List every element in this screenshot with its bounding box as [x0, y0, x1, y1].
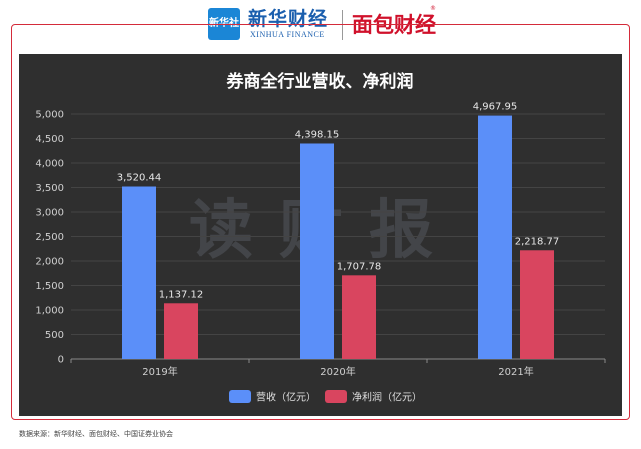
chart-panel: 读财报 券商全行业营收、净利润05001,0001,5002,0002,5003… [19, 54, 622, 416]
net-profit-bar [342, 275, 376, 359]
y-tick-label: 3,000 [35, 208, 64, 219]
mianbao-logo: 面包财经 [352, 13, 436, 37]
registered-mark: ® [430, 5, 436, 12]
y-tick-label: 500 [45, 330, 64, 341]
y-tick-label: 1,000 [35, 306, 64, 317]
x-tick-label: 2019年 [142, 365, 177, 378]
outer-frame [11, 24, 630, 420]
data-label: 4,967.95 [473, 102, 518, 113]
legend-label-net-profit: 净利润（亿元） [352, 391, 422, 404]
data-label: 1,707.78 [337, 261, 382, 272]
revenue-bar [300, 143, 334, 359]
y-tick-label: 4,000 [35, 159, 64, 170]
xinhua-finance-english: XINHUA FINANCE [250, 30, 325, 39]
source-note: 数据来源：新华财经、面包财经、中国证券业协会 [19, 430, 173, 438]
data-label: 3,520.44 [117, 172, 162, 183]
data-label: 2,218.77 [515, 236, 560, 247]
legend-swatch-revenue [229, 390, 251, 403]
x-tick-label: 2021年 [498, 365, 533, 378]
chart-title: 券商全行业营收、净利润 [226, 71, 414, 92]
revenue-bar [478, 115, 512, 359]
net-profit-bar [520, 250, 554, 359]
net-profit-bar [164, 303, 198, 359]
y-tick-label: 2,500 [35, 232, 64, 243]
data-label: 1,137.12 [159, 289, 204, 300]
y-tick-label: 3,500 [35, 183, 64, 194]
y-tick-label: 4,500 [35, 134, 64, 145]
legend-label-revenue: 营收（亿元） [256, 391, 316, 404]
legend-swatch-net-profit [325, 390, 347, 403]
header-divider [342, 10, 343, 40]
revenue-bar [122, 186, 156, 359]
y-tick-label: 0 [58, 355, 64, 366]
data-label: 4,398.15 [295, 129, 340, 140]
x-tick-label: 2020年 [320, 365, 355, 378]
bar-chart: 券商全行业营收、净利润 0 500 1,000 1,500 2,000 2,500 3,000… [35, 71, 606, 404]
y-tick-label: 5,000 [35, 110, 64, 121]
y-tick-label: 1,500 [35, 281, 64, 292]
y-tick-label: 2,000 [35, 257, 64, 268]
